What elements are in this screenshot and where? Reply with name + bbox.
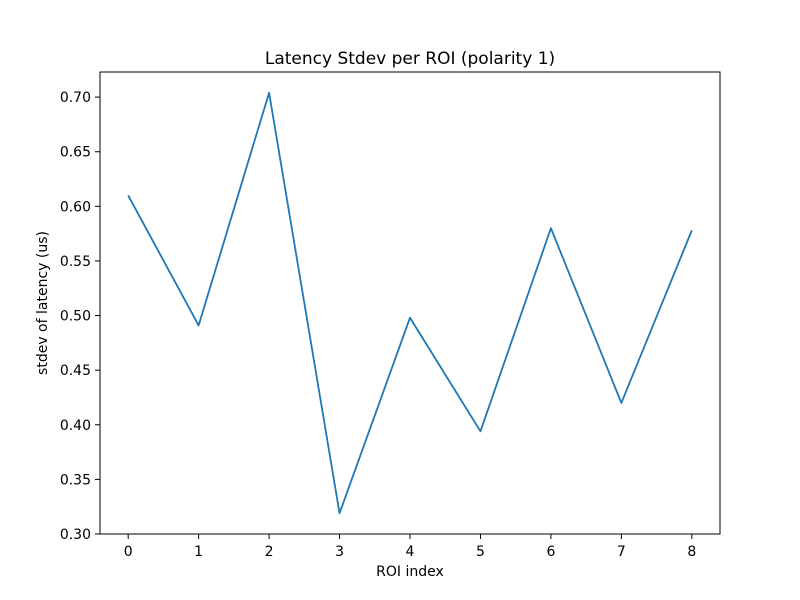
x-axis: 0 1 2 3 4 5 6 7 8 [124,534,696,560]
plot-frame [99,71,721,535]
x-axis-label: ROI index [376,564,444,580]
series-points [128,92,692,514]
x-tick-label: 3 [335,544,344,560]
y-tick-label: 0.65 [60,145,91,161]
y-tick-label: 0.55 [60,254,91,270]
y-tick-label: 0.40 [60,418,91,434]
y-tick-label: 0.45 [60,363,91,379]
x-tick-label: 2 [265,544,274,560]
series-line [127,91,693,515]
y-axis: 0.30 0.35 0.40 0.45 0.50 0.55 0.60 0.65 0.70 [60,90,100,543]
x-tick-label: 0 [124,544,133,560]
x-tick-label: 4 [406,544,415,560]
x-tick-label: 8 [687,544,696,560]
y-tick-label: 0.50 [60,309,91,325]
x-tick-label: 5 [476,544,485,560]
x-tick-label: 7 [617,544,626,560]
chart-title: Latency Stdev per ROI (polarity 1) [265,49,555,69]
y-tick-label: 0.60 [60,199,91,215]
x-tick-label: 6 [546,544,555,560]
y-tick-label: 0.30 [60,527,91,543]
y-tick-label: 0.35 [60,472,91,488]
y-axis-label: stdev of latency (us) [35,231,51,375]
x-tick-label: 1 [194,544,203,560]
y-tick-label: 0.70 [60,90,91,106]
